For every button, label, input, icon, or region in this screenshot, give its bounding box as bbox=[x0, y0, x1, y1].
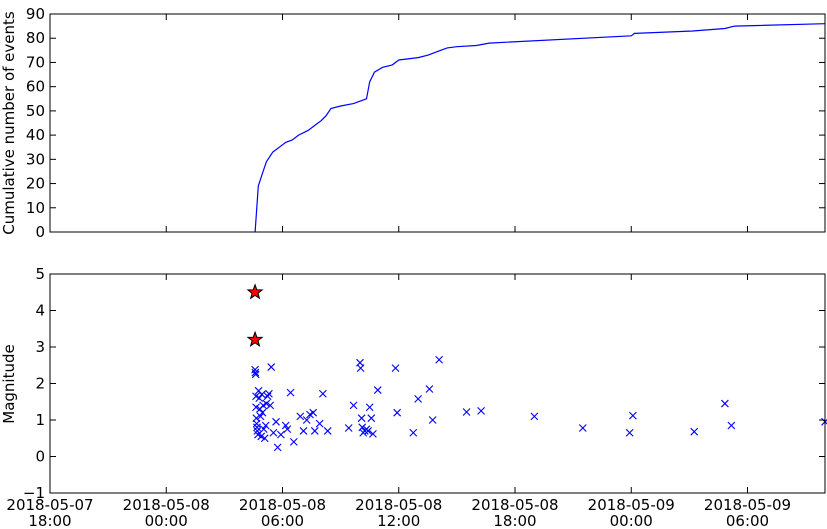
magnitude-point bbox=[309, 408, 318, 417]
magnitude-point bbox=[323, 427, 332, 435]
x-tick-date-label: 2018-05-08 bbox=[471, 496, 558, 514]
x-tick-time-label: 00:00 bbox=[610, 512, 653, 529]
x-tick-date-label: 2018-05-08 bbox=[355, 496, 442, 514]
magnitude-point bbox=[428, 416, 437, 424]
magnitude-point bbox=[258, 408, 267, 417]
cumulative-y-tick-label: 80 bbox=[26, 29, 45, 47]
magnitude-y-axis-label: Magnitude bbox=[0, 344, 18, 423]
cumulative-y-tick-label: 70 bbox=[26, 53, 45, 71]
magnitude-y-tick-label: 5 bbox=[35, 265, 45, 283]
cumulative-y-tick-label: 60 bbox=[26, 78, 45, 96]
magnitude-point bbox=[367, 414, 376, 423]
x-tick-date-label: 2018-05-09 bbox=[588, 496, 675, 514]
magnitude-point bbox=[299, 427, 308, 435]
magnitude-point bbox=[261, 421, 270, 430]
magnitude-point bbox=[369, 429, 377, 438]
magnitude-point bbox=[302, 416, 311, 424]
magnitude-point bbox=[356, 364, 365, 373]
magnitude-point bbox=[265, 389, 273, 398]
x-tick-time-label: 18:00 bbox=[28, 512, 71, 529]
magnitude-point bbox=[257, 390, 266, 399]
magnitude-y-tick-label: 2 bbox=[35, 375, 45, 393]
magnitude-point bbox=[286, 388, 295, 397]
cumulative-y-tick-label: 20 bbox=[26, 175, 45, 193]
cumulative-y-tick-label: 90 bbox=[26, 5, 45, 23]
magnitude-y-tick-label: −1 bbox=[23, 484, 45, 502]
magnitude-point bbox=[477, 406, 485, 415]
x-tick-date-label: 2018-05-08 bbox=[123, 496, 210, 514]
cumulative-events-panel: 0 10 20 30 40 50 60 70 80 90 Cumulative number of… bbox=[0, 5, 826, 241]
magnitude-point bbox=[253, 423, 261, 432]
x-tick-time-label: 06:00 bbox=[726, 512, 769, 529]
magnitude-point bbox=[625, 428, 634, 437]
magnitude-point bbox=[435, 355, 444, 364]
cumulative-y-tick-label: 10 bbox=[26, 199, 45, 217]
magnitude-point bbox=[269, 428, 278, 437]
magnitude-y-tick-label: 1 bbox=[35, 411, 45, 429]
magnitude-point bbox=[365, 403, 374, 412]
cumulative-events-line bbox=[254, 23, 826, 233]
x-tick-time-label: 00:00 bbox=[145, 512, 188, 529]
magnitude-point bbox=[344, 424, 353, 432]
magnitude-point bbox=[283, 425, 292, 434]
magnitude-plot-frame bbox=[49, 273, 826, 494]
x-tick-time-label: 18:00 bbox=[493, 512, 536, 529]
magnitude-point bbox=[260, 434, 269, 443]
magnitude-point bbox=[318, 389, 327, 398]
magnitude-point bbox=[255, 394, 264, 402]
magnitude-point bbox=[267, 363, 276, 371]
cumulative-plot-frame bbox=[49, 13, 826, 233]
x-tick-time-label: 06:00 bbox=[261, 512, 304, 529]
mainshock-star bbox=[246, 283, 264, 300]
magnitude-point bbox=[373, 386, 382, 394]
magnitude-point bbox=[578, 424, 587, 432]
magnitude-point bbox=[272, 417, 280, 426]
magnitude-y-tick-label: 3 bbox=[35, 338, 45, 356]
magnitude-point bbox=[391, 364, 400, 373]
magnitude-point bbox=[252, 419, 261, 428]
x-tick-time-label: 12:00 bbox=[377, 512, 420, 529]
magnitude-point bbox=[690, 427, 699, 436]
magnitude-point bbox=[310, 427, 319, 435]
x-tick-date-label: 2018-05-08 bbox=[239, 496, 326, 514]
magnitude-point bbox=[425, 385, 434, 393]
magnitude-point bbox=[364, 427, 372, 435]
magnitude-point bbox=[273, 443, 282, 452]
magnitude-point bbox=[296, 412, 305, 421]
magnitude-point bbox=[414, 394, 423, 403]
cumulative-y-tick-label: 30 bbox=[26, 150, 45, 168]
magnitude-point bbox=[530, 412, 539, 421]
magnitude-y-tick-label: 0 bbox=[35, 448, 45, 466]
magnitude-point bbox=[393, 408, 402, 417]
magnitude-point bbox=[262, 399, 271, 408]
cumulative-y-tick-label: 50 bbox=[26, 102, 45, 120]
magnitude-point bbox=[252, 403, 260, 412]
magnitude-point bbox=[821, 417, 827, 426]
x-tick-date-label: 2018-05-09 bbox=[704, 496, 791, 514]
magnitude-point bbox=[289, 438, 298, 446]
magnitude-point bbox=[315, 419, 324, 428]
magnitude-point bbox=[256, 412, 265, 421]
magnitude-point bbox=[263, 392, 272, 401]
magnitude-y-tick-label: 4 bbox=[35, 302, 45, 320]
magnitude-point bbox=[349, 401, 358, 410]
magnitude-point bbox=[357, 414, 366, 423]
magnitude-point bbox=[409, 428, 418, 437]
cumulative-y-tick-label: 0 bbox=[35, 223, 45, 241]
cumulative-y-axis-label: Cumulative number of events bbox=[0, 11, 18, 235]
magnitude-point bbox=[727, 421, 736, 430]
cumulative-y-tick-label: 40 bbox=[26, 126, 45, 144]
magnitude-point bbox=[462, 408, 471, 416]
magnitude-point bbox=[721, 399, 729, 408]
magnitude-point bbox=[628, 411, 637, 420]
magnitude-point bbox=[251, 368, 260, 377]
x-tick-date-label: 2018-05-07 bbox=[6, 496, 93, 514]
mainshock-star bbox=[246, 330, 264, 347]
magnitude-point bbox=[276, 430, 285, 439]
magnitude-point bbox=[266, 401, 275, 410]
magnitude-point bbox=[259, 425, 268, 434]
magnitude-point bbox=[251, 370, 260, 379]
